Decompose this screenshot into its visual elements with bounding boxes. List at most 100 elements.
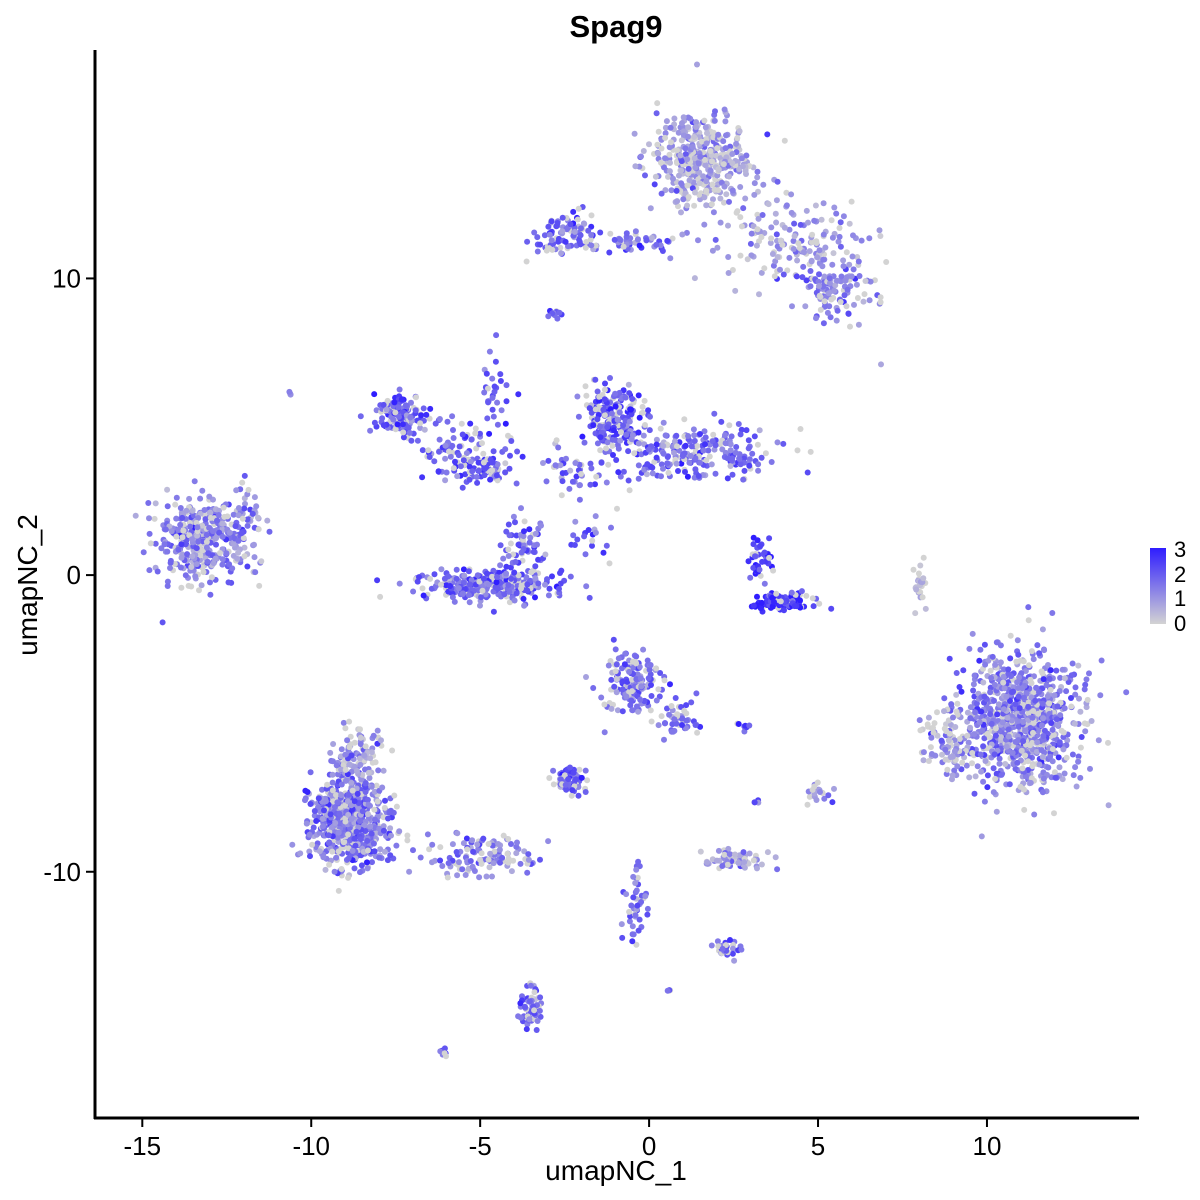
cell-point [609, 442, 616, 449]
cell-point [793, 273, 800, 280]
cell-point [959, 759, 966, 766]
cell-point [425, 447, 432, 454]
cell-point [978, 708, 985, 715]
cell-point [998, 771, 1005, 778]
cell-point [542, 551, 549, 558]
cell-point [707, 148, 714, 154]
cell-point [1070, 772, 1077, 779]
cell-point [546, 775, 553, 781]
cell-point [814, 254, 821, 261]
cell-point [230, 540, 237, 547]
cell-point [1005, 733, 1012, 740]
cell-point [930, 729, 937, 736]
cell-point [791, 603, 798, 610]
cell-point [594, 416, 601, 423]
cell-point [866, 297, 873, 304]
cell-point [818, 216, 825, 223]
cell-point [615, 469, 622, 476]
cell-point [677, 152, 684, 159]
cell-point [810, 603, 817, 610]
cell-point [952, 724, 959, 730]
cell-point [177, 564, 184, 571]
cell-point [1039, 789, 1046, 796]
cell-point [694, 729, 701, 736]
cell-point [674, 147, 680, 154]
cell-point [722, 118, 729, 125]
cell-point [462, 471, 469, 478]
cell-point [481, 389, 488, 396]
cell-point [545, 838, 552, 845]
cell-point [151, 515, 158, 522]
cell-point [375, 767, 382, 774]
cell-point [302, 797, 308, 804]
cell-point [678, 460, 685, 467]
cell-point [374, 798, 381, 805]
cell-point [1068, 703, 1075, 710]
cell-point [700, 447, 707, 454]
cell-point [830, 250, 837, 257]
cell-point [605, 662, 612, 669]
cell-point [1105, 739, 1111, 746]
cell-point [646, 427, 653, 434]
cell-point [1004, 714, 1011, 721]
cell-point [615, 445, 622, 452]
cell-point [840, 257, 847, 264]
cell-point [303, 820, 310, 827]
cell-point [770, 262, 777, 269]
cell-point [162, 526, 169, 533]
cell-point [746, 462, 753, 469]
cell-point [827, 280, 833, 287]
cell-point [600, 406, 607, 413]
cell-point [583, 239, 590, 245]
cell-point [345, 831, 352, 838]
cell-point [783, 189, 790, 196]
cell-point [681, 416, 688, 423]
cell-point [351, 835, 358, 842]
cell-point [1049, 746, 1056, 753]
cell-point [449, 841, 456, 848]
cell-point [508, 868, 515, 875]
cell-point [191, 478, 198, 485]
cell-point [647, 707, 654, 714]
cell-point [758, 599, 765, 606]
cell-point [964, 732, 971, 739]
cell-point [688, 699, 695, 706]
cell-point [456, 443, 463, 450]
cell-point [718, 418, 725, 425]
cell-point [765, 201, 772, 208]
cell-point [1043, 682, 1050, 689]
cell-point [827, 314, 834, 321]
cell-point [1057, 712, 1064, 719]
cell-point [725, 222, 731, 229]
cell-point [804, 469, 811, 476]
cell-point [769, 251, 776, 257]
cell-point [467, 420, 474, 427]
cell-point [696, 180, 703, 187]
cell-point [573, 776, 579, 783]
cell-point [335, 829, 342, 836]
cell-point [644, 911, 651, 918]
cell-point [460, 840, 467, 847]
cell-point [987, 711, 994, 718]
cell-point [1054, 703, 1061, 710]
cell-point [526, 539, 533, 546]
cell-point [1054, 722, 1061, 729]
cell-point [329, 779, 336, 786]
cell-point [848, 198, 855, 205]
cell-point [489, 467, 496, 474]
cell-point [757, 605, 764, 612]
cell-point [335, 848, 342, 855]
cell-point [1063, 688, 1070, 695]
cell-point [679, 120, 685, 127]
cell-point [982, 758, 989, 764]
cell-point [361, 752, 368, 759]
cell-point [1038, 747, 1045, 754]
cell-point [636, 916, 643, 923]
cell-point [1001, 685, 1008, 692]
cell-point [942, 746, 949, 753]
cell-point [508, 575, 515, 582]
cell-point [489, 873, 495, 880]
cell-point [611, 236, 618, 243]
cell-point [342, 751, 349, 758]
cell-point [607, 230, 614, 237]
